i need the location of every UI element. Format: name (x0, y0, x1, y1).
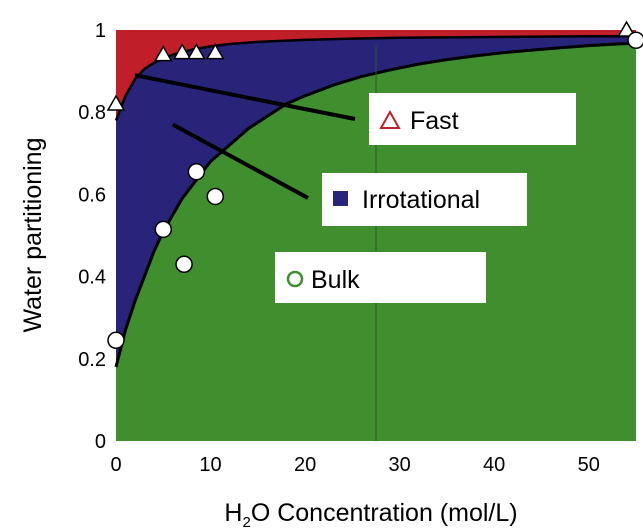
circle-icon (286, 270, 304, 288)
triangle-icon (379, 109, 401, 129)
x-axis-title: H2O Concentration (mol/L) (224, 499, 517, 529)
legend-box-bulk (275, 252, 486, 303)
x-tick-label: 40 (483, 454, 505, 476)
legend-item-irrotational: Irrotational (322, 173, 527, 226)
y-tick-label: 0.4 (78, 267, 106, 289)
legend: Fast Irrotational Bulk (275, 93, 576, 303)
legend-label-irrotational: Irrotational (362, 186, 480, 214)
fast-triangle-marker (617, 20, 636, 37)
y-axis-title: Water partitioning (19, 138, 47, 333)
legend-pointer-irrotational (171, 122, 309, 200)
legend-pointer-fast (134, 73, 356, 121)
plot-area (114, 30, 637, 441)
bulk-circle-marker (187, 163, 206, 181)
y-tick-label: 0.2 (78, 349, 106, 371)
legend-pointer-lines (134, 73, 356, 200)
y-tick-label: 1 (95, 20, 106, 42)
fast-triangle-marker (106, 94, 126, 111)
fast-triangle-marker (205, 43, 225, 60)
legend-label-fast: Fast (410, 107, 459, 135)
fast-boundary-curve (114, 34, 636, 121)
y-axis-ticks: 0 0.2 0.4 0.6 0.8 1 (78, 20, 106, 453)
y-tick-label: 0.8 (78, 102, 106, 124)
legend-item-bulk: Bulk (275, 252, 486, 303)
legend-box-irrotational (322, 173, 527, 226)
fast-triangle-marker (172, 43, 192, 60)
legend-box-fast (369, 93, 576, 145)
bulk-circle-marker (627, 31, 643, 50)
fast-triangle-marker (153, 45, 173, 62)
legend-label-bulk: Bulk (311, 266, 360, 294)
legend-item-fast: Fast (369, 93, 576, 145)
bulk-circle-marker (154, 220, 173, 239)
y-tick-label: 0.6 (78, 184, 106, 206)
bulk-circle-marker (175, 255, 193, 274)
bulk-circle-marker (107, 331, 125, 350)
y-tick-label: 0 (95, 431, 106, 453)
data-markers (106, 20, 643, 350)
x-tick-label: 20 (294, 454, 316, 476)
x-axis-ticks: 0 10 20 30 40 50 (110, 454, 599, 476)
x-tick-label: 0 (110, 454, 121, 476)
bulk-circle-marker (206, 187, 225, 206)
square-icon (333, 191, 348, 206)
fast-triangle-marker (187, 43, 206, 60)
x-tick-label: 10 (199, 454, 221, 476)
x-tick-label: 50 (578, 454, 600, 476)
x-tick-label: 30 (389, 454, 411, 476)
